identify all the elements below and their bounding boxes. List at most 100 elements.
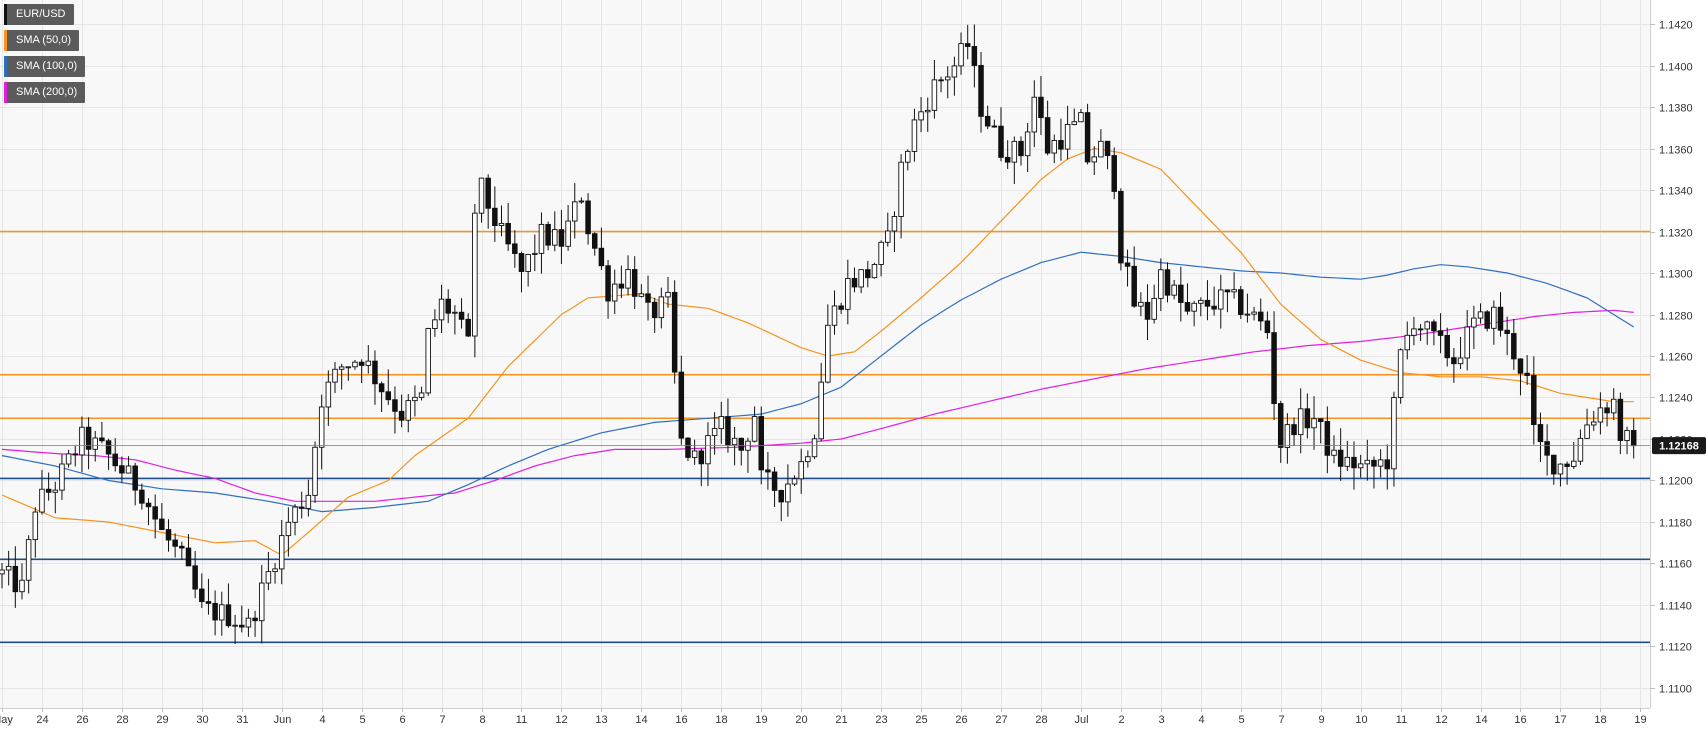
candle-up	[1477, 311, 1484, 319]
candle-up	[611, 283, 618, 302]
candle-down	[398, 410, 405, 421]
x-tick-label: 7	[1278, 714, 1284, 726]
candle-up	[1198, 299, 1204, 304]
candle-up	[798, 461, 804, 480]
candle-down	[372, 360, 378, 385]
x-tick-label: 2	[1118, 714, 1124, 726]
candle-down	[1517, 358, 1524, 374]
candle-up	[345, 366, 352, 369]
candle-up	[785, 483, 791, 503]
candle-down	[378, 383, 385, 393]
candle-down	[938, 79, 944, 82]
candle-down	[838, 305, 844, 310]
x-tick-label: 4	[319, 714, 325, 726]
candle-up	[885, 230, 891, 243]
candle-down	[1544, 441, 1550, 456]
candle-down	[1018, 140, 1024, 157]
candle-down	[1084, 112, 1091, 163]
x-tick-label: 6	[399, 714, 405, 726]
legend-item-sma-200[interactable]: SMA (200,0)	[4, 82, 86, 103]
x-tick-label: Jul	[1074, 714, 1088, 726]
candle-up	[258, 582, 265, 622]
candle-up	[332, 368, 338, 383]
candle-up	[911, 119, 918, 152]
candle-down	[132, 465, 138, 491]
candle-down	[239, 624, 245, 628]
x-tick-label: 14	[1475, 714, 1487, 726]
candle-up	[25, 539, 32, 581]
x-tick-label: 11	[1396, 714, 1407, 726]
x-tick-label: 13	[595, 714, 607, 726]
x-tick-label: 27	[995, 714, 1007, 726]
legend-label-sma-200: SMA (200,0)	[16, 86, 78, 98]
candle-up	[1491, 306, 1497, 329]
x-tick-label: 5	[1238, 714, 1244, 726]
candle-up	[352, 361, 358, 368]
right-axis-panel	[1650, 0, 1707, 708]
candles	[0, 24, 1637, 645]
candle-up	[5, 565, 12, 571]
candle-up	[532, 252, 538, 255]
candle-down	[1437, 330, 1444, 336]
support-resistance-levels	[0, 230, 1650, 644]
x-tick-label: 11	[516, 714, 527, 726]
x-tick-label: 29	[156, 714, 168, 726]
candle-up	[0, 569, 5, 575]
candle-down	[991, 125, 998, 128]
candle-up	[1411, 328, 1417, 336]
x-tick-label: 14	[635, 714, 647, 726]
legend: EUR/USD SMA (50,0) SMA (100,0) SMA (200,…	[4, 4, 86, 108]
y-tick-label: 1.1320	[1659, 228, 1693, 240]
candle-down	[458, 311, 465, 320]
candle-up	[878, 241, 884, 265]
candle-up	[1424, 321, 1430, 330]
y-tick-label: 1.1380	[1659, 103, 1693, 115]
candle-down	[598, 247, 605, 267]
y-tick-label: 1.1300	[1659, 269, 1693, 281]
candle-down	[1384, 459, 1391, 470]
candle-down	[1417, 328, 1424, 331]
legend-item-sma-100[interactable]: SMA (100,0)	[4, 56, 86, 77]
candle-down	[1224, 289, 1231, 293]
y-tick-label: 1.1140	[1659, 601, 1692, 613]
legend-item-eurusd[interactable]: EUR/USD	[4, 4, 74, 25]
candle-down	[185, 547, 192, 567]
candle-down	[199, 588, 205, 603]
candle-up	[292, 506, 298, 523]
candle-up	[1078, 112, 1084, 123]
x-tick-label: 23	[875, 714, 887, 726]
y-tick-label: 1.1360	[1659, 145, 1693, 157]
candle-up	[1191, 302, 1197, 312]
candle-up	[325, 381, 332, 408]
legend-label-sma-100: SMA (100,0)	[16, 60, 78, 72]
x-tick-label: 12	[1435, 714, 1447, 726]
candle-up	[365, 360, 372, 366]
candle-down	[678, 371, 685, 439]
candle-up	[944, 76, 951, 81]
legend-label-eurusd: EUR/USD	[16, 8, 66, 20]
candle-up	[825, 324, 831, 383]
candle-up	[845, 278, 851, 310]
y-tick-label: 1.1160	[1659, 559, 1692, 571]
candle-up	[805, 456, 811, 463]
candle-down	[771, 471, 778, 491]
candle-down	[1511, 333, 1517, 360]
candle-up	[1071, 121, 1078, 125]
x-tick-label: 25	[915, 714, 927, 726]
candle-down	[964, 43, 971, 47]
candle-down	[1617, 398, 1624, 441]
candle-up	[1584, 424, 1590, 439]
legend-item-sma-50[interactable]: SMA (50,0)	[4, 30, 80, 51]
candle-down	[492, 207, 498, 226]
candle-down	[765, 469, 771, 473]
candle-up	[565, 220, 571, 247]
candle-down	[465, 318, 471, 337]
x-tick-label: 18	[1594, 714, 1606, 726]
y-tick-label: 1.1260	[1659, 352, 1693, 364]
candle-down	[1124, 262, 1131, 267]
x-tick-label: Jun	[274, 714, 292, 726]
candle-down	[145, 502, 152, 508]
x-tick-label: 5	[359, 714, 365, 726]
